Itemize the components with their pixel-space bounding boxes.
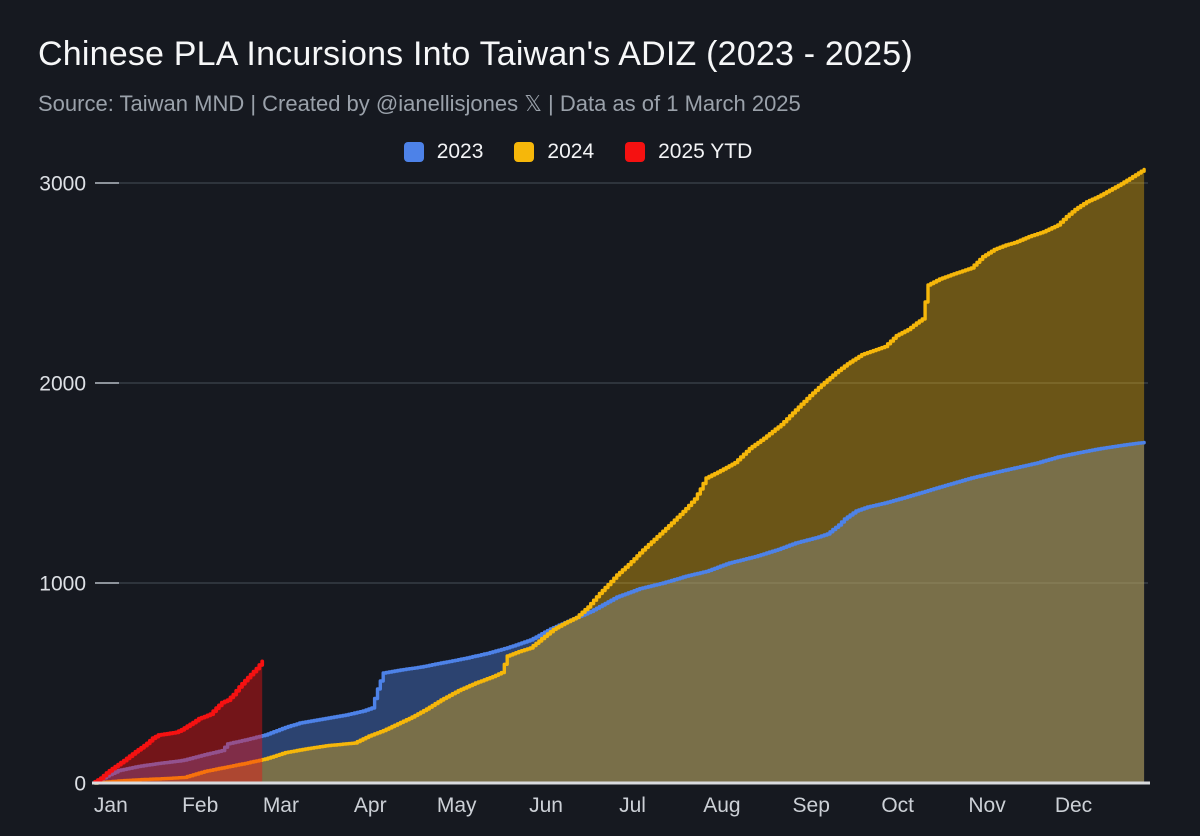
x-tick-label-jul: Jul [619,794,646,817]
x-tick-label-apr: Apr [354,794,387,817]
chart-title: Chinese PLA Incursions Into Taiwan's ADI… [38,35,913,73]
legend-item-2025-ytd[interactable]: 2025 YTD [625,141,752,162]
series-area-2024 [95,169,1145,783]
legend: 2023 2024 2025 YTD [0,141,1178,162]
legend-swatch-2023 [403,141,424,162]
legend-label-2023: 2023 [436,140,484,163]
x-tick-label-jun: Jun [529,794,563,817]
x-tick-label-feb: Feb [182,794,218,817]
x-tick-label-dec: Dec [1055,794,1092,817]
x-tick-label-aug: Aug [703,794,740,817]
x-tick-label-mar: Mar [263,794,299,817]
x-tick-label-oct: Oct [881,794,914,817]
legend-swatch-2024 [514,141,535,162]
legend-label-2024: 2024 [547,140,595,163]
x-tick-label-jan: Jan [94,794,128,817]
x-tick-label-nov: Nov [968,794,1006,817]
y-tick-label-3000: 3000 [39,173,86,196]
x-tick-label-may: May [437,794,477,817]
series-line-2023 [93,440,1146,785]
legend-item-2023[interactable]: 2023 [403,140,484,163]
series-line-2025-ytd [93,659,265,784]
series-line-2024 [93,167,1146,785]
y-tick-label-2000: 2000 [39,373,86,396]
chart-subtitle: Source: Taiwan MND | Created by @ianelli… [38,91,801,116]
plot-area[interactable] [95,165,1147,783]
legend-swatch-2025-ytd [625,141,646,162]
y-tick-label-1000: 1000 [39,573,86,596]
legend-item-2024[interactable]: 2024 [514,141,594,162]
legend-label-2025-ytd: 2025 YTD [658,140,753,163]
y-tick-label-0: 0 [74,773,86,796]
x-tick-label-sep: Sep [793,794,830,817]
series-area-2023 [95,442,1145,783]
